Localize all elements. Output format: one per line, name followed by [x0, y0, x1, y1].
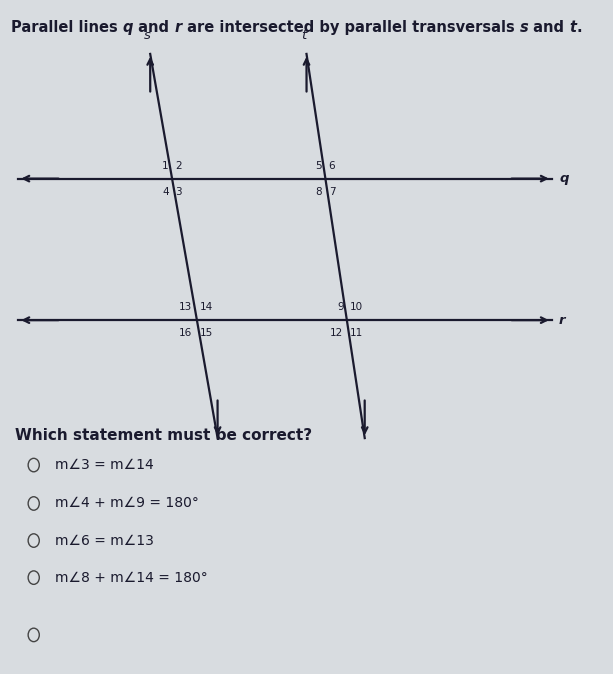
Text: 12: 12	[330, 328, 343, 338]
Text: q: q	[123, 20, 134, 34]
Text: 13: 13	[179, 302, 192, 312]
Text: 2: 2	[175, 160, 182, 171]
Text: 6: 6	[329, 160, 335, 171]
Text: m∠3 = m∠14: m∠3 = m∠14	[55, 458, 154, 472]
Text: Parallel lines: Parallel lines	[11, 20, 123, 34]
Text: t: t	[301, 29, 306, 42]
Text: 16: 16	[179, 328, 192, 338]
Text: 11: 11	[350, 328, 364, 338]
Text: m∠8 + m∠14 = 180°: m∠8 + m∠14 = 180°	[55, 571, 208, 584]
Text: and: and	[528, 20, 569, 34]
Text: .: .	[577, 20, 582, 34]
Text: q: q	[559, 172, 568, 185]
Text: 10: 10	[350, 302, 364, 312]
Text: Which statement must be correct?: Which statement must be correct?	[15, 428, 313, 443]
Text: 15: 15	[200, 328, 213, 338]
Text: 4: 4	[162, 187, 169, 197]
Text: r: r	[559, 313, 566, 327]
Text: and: and	[134, 20, 175, 34]
Text: 1: 1	[162, 160, 169, 171]
Text: 7: 7	[329, 187, 335, 197]
Text: 8: 8	[316, 187, 322, 197]
Text: 9: 9	[337, 302, 343, 312]
Text: t: t	[569, 20, 577, 34]
Text: 14: 14	[200, 302, 213, 312]
Text: r: r	[175, 20, 182, 34]
Text: s: s	[520, 20, 528, 34]
Text: 3: 3	[175, 187, 182, 197]
Text: s: s	[143, 29, 151, 42]
Text: m∠6 = m∠13: m∠6 = m∠13	[55, 534, 154, 547]
Text: m∠4 + m∠9 = 180°: m∠4 + m∠9 = 180°	[55, 497, 199, 510]
Text: are intersected by parallel transversals: are intersected by parallel transversals	[182, 20, 520, 34]
Text: 5: 5	[316, 160, 322, 171]
